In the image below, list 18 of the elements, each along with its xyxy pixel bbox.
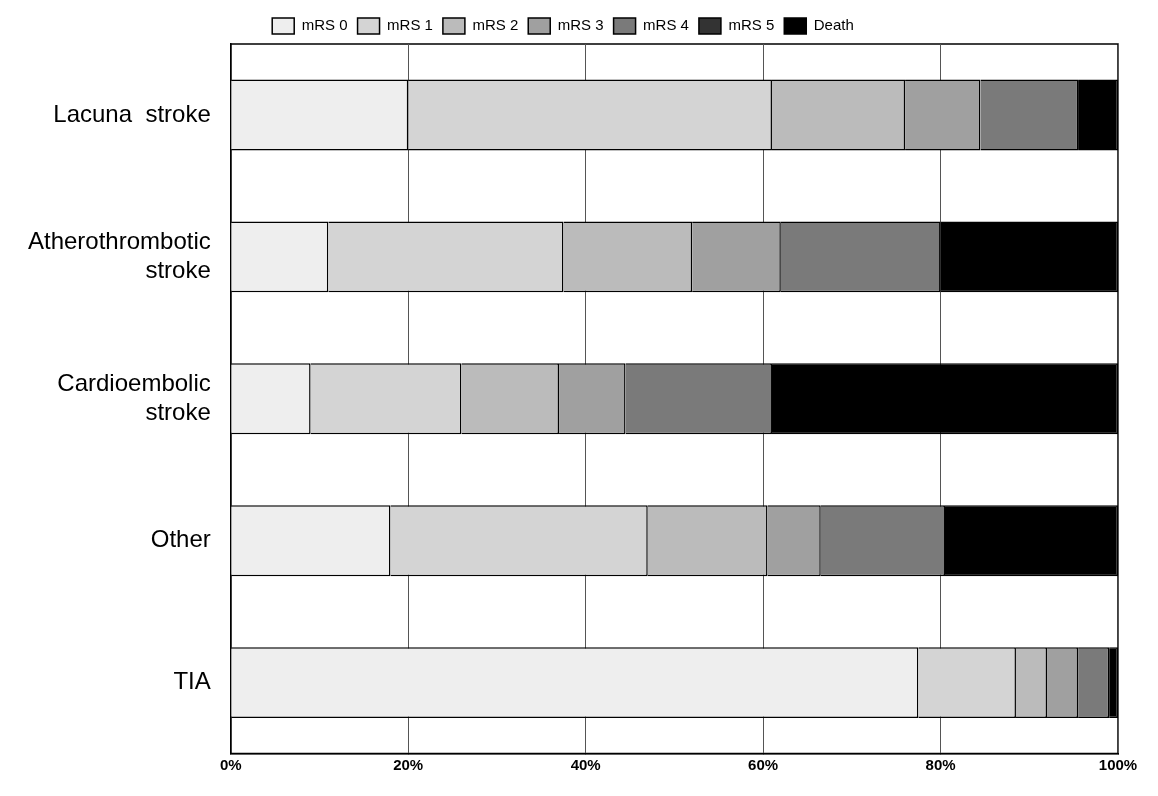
legend-label: mRS 4 bbox=[643, 16, 689, 34]
legend-label: mRS 0 bbox=[301, 16, 348, 34]
y-tick-label: Other bbox=[150, 525, 211, 553]
x-tick-label: 0% bbox=[219, 755, 242, 773]
legend-label: Death bbox=[813, 16, 854, 34]
x-tick-label: 40% bbox=[570, 755, 601, 773]
legend-label: mRS 1 bbox=[387, 16, 433, 34]
x-tick-label: 80% bbox=[925, 755, 956, 773]
y-tick-label: Atherothrombotic stroke bbox=[27, 227, 211, 283]
x-tick-label: 20% bbox=[393, 755, 424, 773]
x-tick-label: 100% bbox=[1098, 755, 1138, 773]
y-tick-label: Cardioembolic stroke bbox=[57, 369, 211, 425]
y-tick-label: Lacuna stroke bbox=[53, 99, 211, 127]
y-tick-label: TIA bbox=[173, 667, 211, 695]
x-tick-label: 60% bbox=[748, 755, 779, 773]
legend-label: mRS 2 bbox=[472, 16, 519, 34]
legend-label: mRS 5 bbox=[728, 16, 775, 34]
legend-label: mRS 3 bbox=[557, 16, 604, 34]
